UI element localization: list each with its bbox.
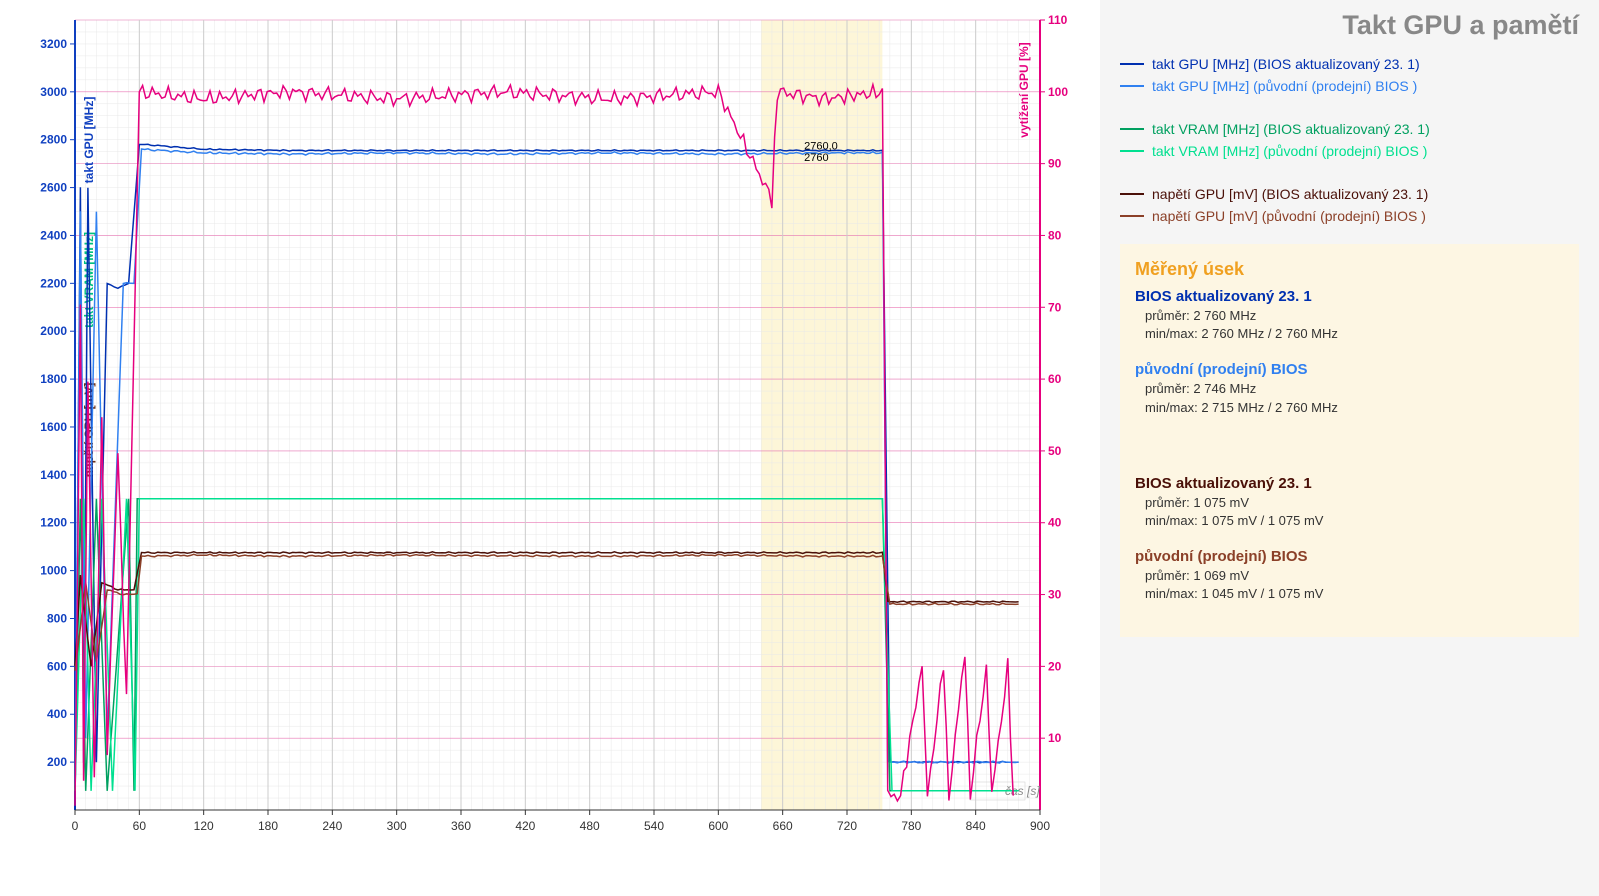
svg-text:100: 100 [1048, 85, 1068, 99]
stats-line: min/max: 2 715 MHz / 2 760 MHz [1145, 399, 1564, 417]
svg-text:1400: 1400 [40, 468, 67, 482]
svg-text:900: 900 [1030, 819, 1050, 833]
legend-item: takt VRAM [MHz] (původní (prodejní) BIOS… [1120, 143, 1579, 159]
stats-line: průměr: 1 075 mV [1145, 494, 1564, 512]
legend-label: takt VRAM [MHz] (původní (prodejní) BIOS… [1152, 143, 1427, 159]
stats-line: min/max: 2 760 MHz / 2 760 MHz [1145, 325, 1564, 343]
svg-text:2200: 2200 [40, 276, 67, 290]
svg-text:1800: 1800 [40, 372, 67, 386]
legend-label: takt GPU [MHz] (původní (prodejní) BIOS … [1152, 78, 1417, 94]
svg-text:600: 600 [708, 819, 728, 833]
stats-line: průměr: 2 746 MHz [1145, 380, 1564, 398]
stats-line: průměr: 2 760 MHz [1145, 307, 1564, 325]
svg-text:0: 0 [72, 819, 79, 833]
legend-swatch [1120, 193, 1144, 195]
chart-container: 0 60 120 180 240 300 360 420 480 540 600 660 720 780 8… [0, 0, 1100, 896]
legend-item: napětí GPU [mV] (BIOS aktualizovaný 23. … [1120, 186, 1579, 202]
svg-text:800: 800 [47, 611, 67, 625]
stats-block-title: BIOS aktualizovaný 23. 1 [1135, 475, 1564, 492]
svg-text:takt GPU [MHz]: takt GPU [MHz] [82, 97, 96, 184]
svg-text:480: 480 [580, 819, 600, 833]
stats-line: min/max: 1 045 mV / 1 075 mV [1145, 585, 1564, 603]
legend-swatch [1120, 215, 1144, 217]
legend-item: takt VRAM [MHz] (BIOS aktualizovaný 23. … [1120, 121, 1579, 137]
svg-text:120: 120 [194, 819, 214, 833]
svg-text:60: 60 [133, 819, 147, 833]
stats-line: průměr: 1 069 mV [1145, 567, 1564, 585]
svg-text:300: 300 [387, 819, 407, 833]
svg-text:3000: 3000 [40, 85, 67, 99]
svg-text:30: 30 [1048, 588, 1062, 602]
stats-block: BIOS aktualizovaný 23. 1 průměr: 1 075 mV… [1135, 475, 1564, 530]
svg-text:2760: 2760 [804, 152, 828, 164]
svg-text:2760,0: 2760,0 [804, 140, 838, 152]
svg-text:40: 40 [1048, 516, 1062, 530]
svg-text:780: 780 [901, 819, 921, 833]
svg-text:50: 50 [1048, 444, 1062, 458]
legend-label: takt VRAM [MHz] (BIOS aktualizovaný 23. … [1152, 121, 1430, 137]
svg-text:2400: 2400 [40, 228, 67, 242]
svg-text:3200: 3200 [40, 37, 67, 51]
svg-text:2000: 2000 [40, 324, 67, 338]
legend-swatch [1120, 63, 1144, 65]
stats-block-title: původní (prodejní) BIOS [1135, 361, 1564, 378]
stats-box: Měřený úsek BIOS aktualizovaný 23. 1 prům… [1120, 244, 1579, 637]
stats-block-title: BIOS aktualizovaný 23. 1 [1135, 288, 1564, 305]
svg-text:540: 540 [644, 819, 664, 833]
svg-text:vytížení GPU [%]: vytížení GPU [%] [1017, 42, 1031, 137]
svg-text:2800: 2800 [40, 133, 67, 147]
svg-text:60: 60 [1048, 372, 1062, 386]
legend-item: takt GPU [MHz] (původní (prodejní) BIOS … [1120, 78, 1579, 94]
chart-title: Takt GPU a pamětí [1120, 10, 1579, 41]
svg-text:660: 660 [773, 819, 793, 833]
svg-text:110: 110 [1048, 13, 1068, 27]
legend-label: napětí GPU [mV] (BIOS aktualizovaný 23. … [1152, 186, 1428, 202]
svg-text:1000: 1000 [40, 564, 67, 578]
stats-block: BIOS aktualizovaný 23. 1 průměr: 2 760 MH… [1135, 288, 1564, 343]
svg-text:420: 420 [515, 819, 535, 833]
chart-svg: 0 60 120 180 240 300 360 420 480 540 600 660 720 780 8… [0, 0, 1100, 896]
svg-text:20: 20 [1048, 659, 1062, 673]
stats-block-title: původní (prodejní) BIOS [1135, 548, 1564, 565]
svg-text:180: 180 [258, 819, 278, 833]
stats-line: min/max: 1 075 mV / 1 075 mV [1145, 512, 1564, 530]
svg-text:1200: 1200 [40, 516, 67, 530]
svg-text:360: 360 [451, 819, 471, 833]
svg-text:240: 240 [322, 819, 342, 833]
stats-block: původní (prodejní) BIOS průměr: 1 069 mVm… [1135, 548, 1564, 603]
svg-text:1600: 1600 [40, 420, 67, 434]
svg-text:400: 400 [47, 707, 67, 721]
legend-panel: Takt GPU a pamětí takt GPU [MHz] (BIOS a… [1100, 0, 1599, 896]
svg-text:80: 80 [1048, 228, 1062, 242]
legend-list: takt GPU [MHz] (BIOS aktualizovaný 23. 1… [1120, 56, 1579, 224]
legend-swatch [1120, 150, 1144, 152]
svg-text:70: 70 [1048, 300, 1062, 314]
svg-text:200: 200 [47, 755, 67, 769]
svg-text:90: 90 [1048, 157, 1062, 171]
legend-item: napětí GPU [mV] (původní (prodejní) BIOS… [1120, 208, 1579, 224]
svg-text:600: 600 [47, 659, 67, 673]
stats-header: Měřený úsek [1135, 259, 1564, 280]
svg-text:10: 10 [1048, 731, 1062, 745]
stats-block: původní (prodejní) BIOS průměr: 2 746 MHz… [1135, 361, 1564, 416]
legend-item: takt GPU [MHz] (BIOS aktualizovaný 23. 1… [1120, 56, 1579, 72]
svg-text:2600: 2600 [40, 181, 67, 195]
legend-swatch [1120, 128, 1144, 130]
legend-label: takt GPU [MHz] (BIOS aktualizovaný 23. 1… [1152, 56, 1420, 72]
svg-text:840: 840 [966, 819, 986, 833]
svg-text:720: 720 [837, 819, 857, 833]
legend-label: napětí GPU [mV] (původní (prodejní) BIOS… [1152, 208, 1426, 224]
legend-swatch [1120, 85, 1144, 87]
